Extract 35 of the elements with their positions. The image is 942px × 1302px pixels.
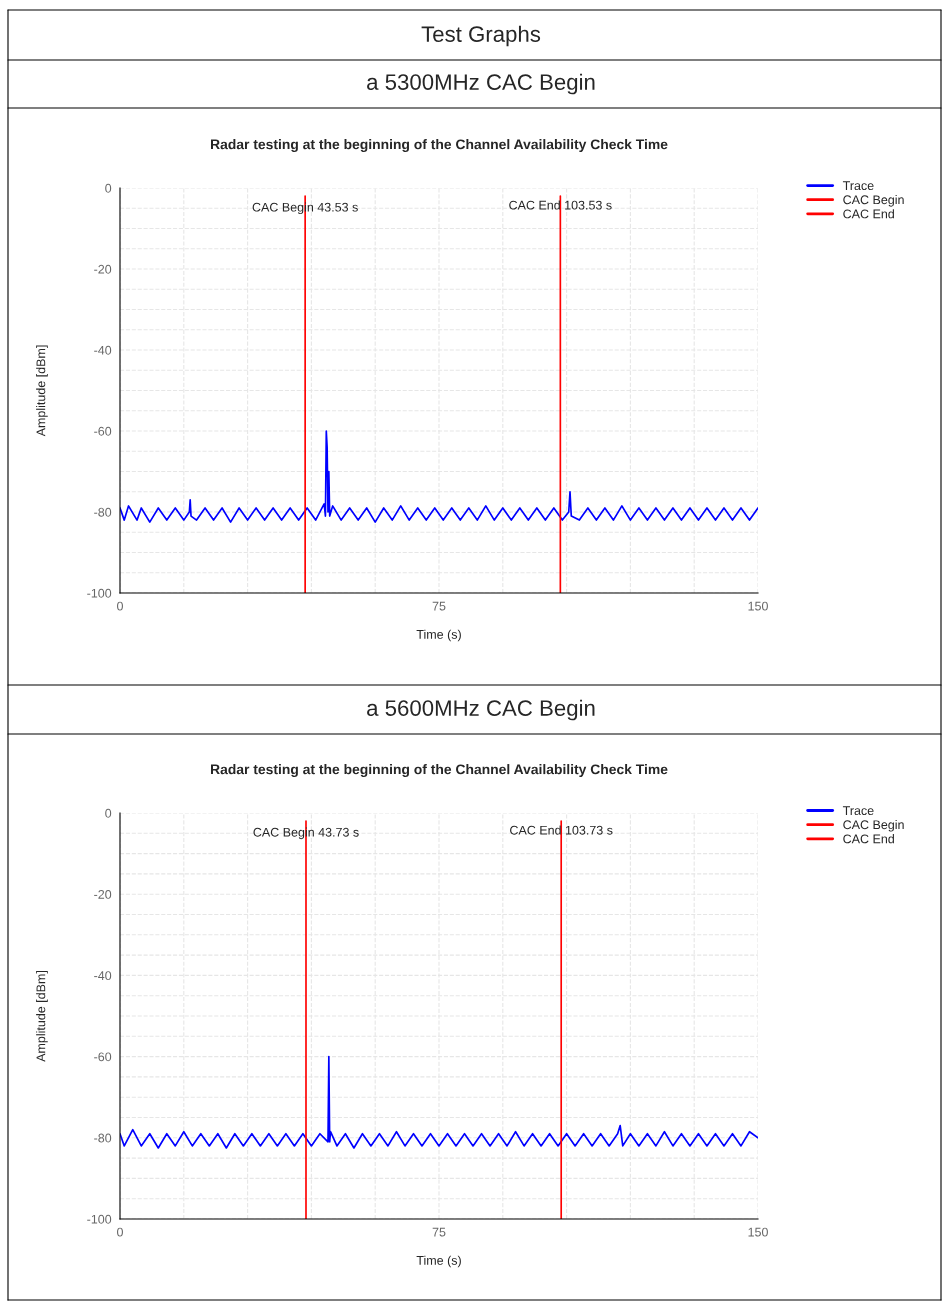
x-tick-label: 75 <box>432 1227 446 1237</box>
x-axis-title: Time (s) <box>416 1255 461 1268</box>
x-tick-label: 75 <box>432 601 446 611</box>
line-series <box>120 1055 758 1149</box>
y-tick-label: -80 <box>94 507 112 517</box>
x-tick-label: 0 <box>117 601 123 611</box>
y-tick-label: -100 <box>87 588 112 598</box>
legend-label: CAC End <box>843 209 894 219</box>
text: Test Graphs <box>421 25 541 47</box>
y-tick-label: -20 <box>94 890 112 899</box>
legend-label: CAC Begin <box>843 819 904 832</box>
y-axis-title: Amplitude [dBm] <box>36 971 48 1062</box>
y-tick-label: -60 <box>94 426 112 436</box>
line-series <box>120 430 758 523</box>
x-tick-label: 150 <box>748 601 768 611</box>
legend-label: CAC End <box>843 834 894 844</box>
y-tick-label: -40 <box>94 971 112 981</box>
y-tick-label: -40 <box>94 345 112 355</box>
chart-title: Radar testing at the beginning of the Channel Availability Check Time <box>211 139 668 153</box>
chart-subtitle: a 5600MHz CAC Begin <box>367 699 595 721</box>
x-tick-label: 0 <box>117 1227 123 1237</box>
y-axis-title: Amplitude [dBm] <box>36 345 48 437</box>
y-tick-label: -100 <box>87 1214 112 1224</box>
legend-label: CAC Begin <box>843 195 904 207</box>
y-tick-label: -20 <box>94 264 112 274</box>
legend-label: Trace <box>842 181 874 191</box>
y-tick-label: -80 <box>94 1133 112 1143</box>
y-tick-label: 0 <box>105 183 112 193</box>
y-tick-label: -60 <box>94 1052 112 1062</box>
x-axis-title: Time (s) <box>416 629 461 642</box>
chart-title: Radar testing at the beginning of the Channel Availability Check Time <box>211 764 668 778</box>
chart-subtitle: a 5300MHz CAC Begin <box>367 73 595 95</box>
y-tick-label: 0 <box>105 808 112 818</box>
legend-label: Trace <box>842 806 874 815</box>
x-tick-label: 150 <box>748 1227 768 1237</box>
